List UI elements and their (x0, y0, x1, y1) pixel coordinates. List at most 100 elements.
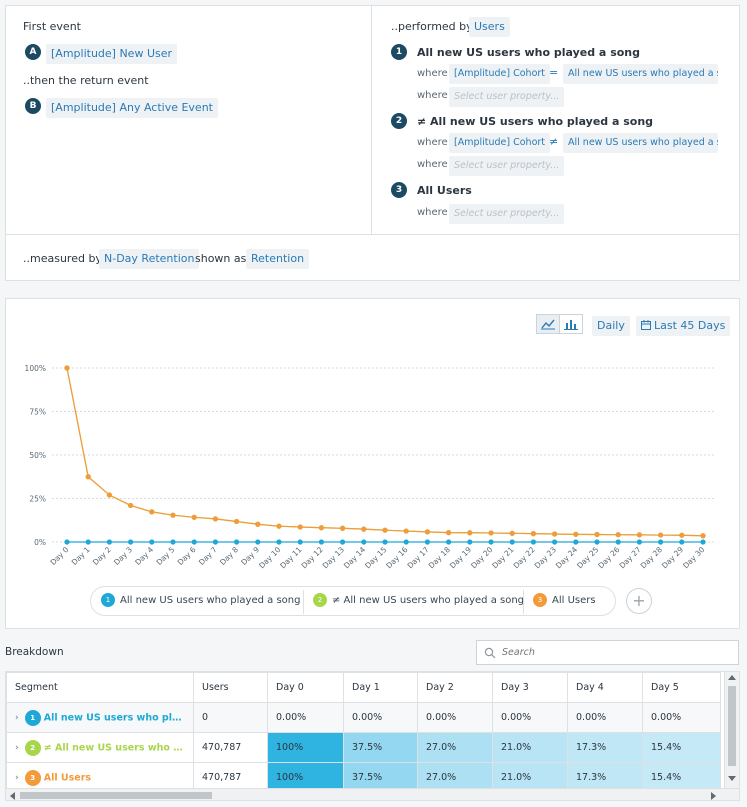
date-range-selector[interactable]: Last 45 Days (636, 316, 731, 336)
retention-cell[interactable]: 0.00% (567, 702, 643, 733)
line-chart-toggle[interactable] (536, 314, 560, 334)
segment-1-name[interactable]: All new US users who played a song (417, 46, 640, 59)
horizontal-scrollbar[interactable] (6, 788, 739, 800)
segment-cell[interactable]: › 1 All new US users who played... (6, 702, 194, 733)
segment-3-where: where (417, 207, 448, 218)
retention-cell[interactable]: 15.4% (642, 762, 721, 793)
segment-1-badge: 1 (391, 44, 407, 60)
expand-chevron-icon[interactable]: › (15, 713, 19, 723)
column-header[interactable]: Day 5 (642, 672, 721, 703)
segment-1-where: where (417, 68, 448, 79)
legend-item-1[interactable]: 1 All new US users who played a song (101, 587, 300, 615)
table-row[interactable]: › 2≠ All new US users who playe...470,787… (6, 732, 721, 763)
column-header[interactable]: Day 2 (417, 672, 493, 703)
measured-by-label: ..measured by (23, 252, 102, 265)
segment-3-add-property[interactable]: Select user property... (449, 204, 565, 224)
segment-3-name[interactable]: All Users (417, 184, 472, 197)
segment-2-name[interactable]: ≠ All new US users who played a song (417, 115, 654, 128)
interval-selector[interactable]: Daily (592, 316, 630, 336)
vertical-scrollbar[interactable] (724, 672, 739, 788)
legend-separator (303, 590, 304, 614)
expand-chevron-icon[interactable]: › (15, 743, 19, 753)
segment-cell[interactable]: › 3 All Users (6, 762, 194, 793)
retention-cell[interactable]: 100% (267, 762, 344, 793)
scroll-down-arrow[interactable] (728, 776, 736, 781)
breakdown-search[interactable] (476, 640, 739, 665)
shown-as-chip[interactable]: Retention (246, 249, 310, 269)
column-header[interactable]: Users (193, 672, 268, 703)
legend-item-3-label: All Users (552, 595, 596, 606)
retention-cell[interactable]: 17.3% (567, 732, 643, 763)
retention-cell[interactable]: 21.0% (492, 732, 568, 763)
legend-item-3-badge: 3 (533, 593, 547, 607)
users-cell: 0 (193, 702, 268, 733)
add-segment-button[interactable]: + (626, 588, 652, 614)
retention-cell[interactable]: 0.00% (492, 702, 568, 733)
segment-cell[interactable]: › 2≠ All new US users who playe... (6, 732, 194, 763)
legend-separator (523, 590, 524, 614)
return-event-label: ..then the return event (23, 74, 149, 87)
bar-chart-toggle[interactable] (559, 314, 583, 334)
first-event-chip[interactable]: [Amplitude] New User (46, 44, 178, 64)
segment-2-operator[interactable]: ≠ (549, 135, 559, 148)
segment-badge: 2 (24, 739, 41, 756)
retention-cell[interactable]: 0.00% (417, 702, 493, 733)
search-icon (484, 647, 496, 659)
scroll-up-arrow[interactable] (728, 675, 736, 680)
chart-panel (5, 298, 740, 629)
segment-badge: 3 (24, 769, 41, 786)
shown-as-label: shown as (195, 252, 247, 265)
segment-1-property[interactable]: [Amplitude] Cohort (449, 64, 551, 84)
segment-1-value[interactable]: All new US users who played a so... (563, 64, 718, 84)
legend-item-2[interactable]: 2 ≠ All new US users who played a song (313, 587, 524, 615)
table-row[interactable]: › 1 All new US users who played... 0 0.00% 0.… (6, 702, 721, 733)
column-header[interactable]: Day 0 (267, 672, 344, 703)
query-divider-horizontal (6, 234, 739, 235)
segment-3-badge: 3 (391, 182, 407, 198)
column-header[interactable]: Segment (6, 672, 194, 703)
retention-cell[interactable]: 0.00% (267, 702, 344, 733)
retention-cell[interactable]: 37.5% (343, 762, 418, 793)
search-input[interactable] (500, 644, 730, 661)
breakdown-table: Segment Users Day 0 Day 1 Day 2 Day 3 Day 4 Day… (6, 672, 721, 793)
column-header[interactable]: Day 3 (492, 672, 568, 703)
retention-cell[interactable]: 15.4% (642, 732, 721, 763)
segment-badge: 1 (24, 709, 41, 726)
segment-1-add-property[interactable]: Select user property... (449, 87, 565, 107)
segment-name: ≠ All new US users who playe... (43, 742, 194, 753)
segment-2-property[interactable]: [Amplitude] Cohort (449, 133, 551, 153)
segment-2-badge: 2 (391, 113, 407, 129)
retention-cell[interactable]: 27.0% (417, 732, 493, 763)
scroll-right-arrow[interactable] (711, 792, 716, 800)
breakdown-title: Breakdown (5, 646, 64, 658)
line-chart-icon (541, 319, 555, 330)
legend-item-3[interactable]: 3 All Users (533, 587, 596, 615)
column-header[interactable]: Day 4 (567, 672, 643, 703)
vertical-scroll-thumb[interactable] (728, 686, 736, 766)
legend-item-1-badge: 1 (101, 593, 115, 607)
legend-item-2-label: ≠ All new US users who played a song (332, 595, 525, 606)
chart-legend: 1 All new US users who played a song 2 ≠ A… (90, 586, 616, 616)
performed-by-chip[interactable]: Users (469, 17, 510, 37)
horizontal-scroll-thumb[interactable] (20, 792, 212, 799)
retention-cell[interactable]: 0.00% (642, 702, 721, 733)
segment-2-add-property[interactable]: Select user property... (449, 156, 565, 176)
retention-cell[interactable]: 100% (267, 732, 344, 763)
date-range-label: Last 45 Days (654, 319, 726, 332)
column-header[interactable]: Day 1 (343, 672, 418, 703)
retention-cell[interactable]: 17.3% (567, 762, 643, 793)
segment-1-operator[interactable]: = (549, 66, 559, 79)
segment-2-value[interactable]: All new US users who played a so... (563, 133, 718, 153)
first-event-label: First event (23, 20, 81, 33)
segment-name: All new US users who played... (43, 712, 194, 723)
return-event-chip[interactable]: [Amplitude] Any Active Event (46, 98, 218, 118)
breakdown-table-wrapper: Segment Users Day 0 Day 1 Day 2 Day 3 Day 4 Day… (5, 671, 740, 801)
expand-chevron-icon[interactable]: › (15, 773, 19, 783)
retention-cell[interactable]: 0.00% (343, 702, 418, 733)
measured-by-chip[interactable]: N-Day Retention (99, 249, 200, 269)
bar-chart-icon (564, 320, 578, 330)
segment-2-where: where (417, 137, 448, 148)
retention-cell[interactable]: 37.5% (343, 732, 418, 763)
event-b-badge: B (25, 98, 41, 114)
scroll-left-arrow[interactable] (10, 792, 15, 800)
